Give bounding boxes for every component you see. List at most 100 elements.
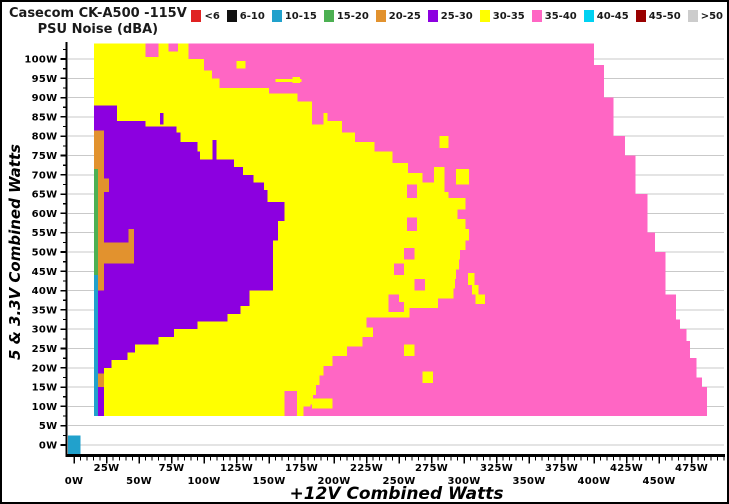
noise-cell-30-35: [439, 136, 449, 148]
chart-title-block: Casecom CK-A500 -115V PSU Noise (dBA): [9, 6, 187, 37]
noise-cell-35-40: [311, 113, 324, 125]
noise-cell-30-35: [456, 169, 470, 185]
x-tick-label: 225W: [350, 463, 383, 474]
x-tick-label: 175W: [285, 463, 318, 474]
noise-region-10-15: [94, 275, 99, 417]
legend-swatch-icon: [531, 10, 542, 22]
noise-region-25-30: [94, 352, 128, 361]
noise-region-30-35: [94, 182, 436, 193]
noise-region-30-35: [94, 356, 333, 366]
x-tick-label: 125W: [220, 463, 253, 474]
legend-item-35-40: 35-40: [531, 10, 577, 22]
noise-region-15-20: [94, 169, 99, 276]
noise-region-25-30: [94, 141, 198, 152]
legend-swatch-icon: [687, 10, 698, 22]
x-tick-label: 200W: [317, 476, 350, 487]
noise-cell-30-35: [292, 77, 301, 83]
y-tick-label: 20W: [32, 363, 58, 374]
y-tick-label: 75W: [32, 151, 58, 162]
noise-region-25-30: [94, 105, 117, 121]
x-tick-label: 375W: [545, 463, 578, 474]
noise-region-30-35: [94, 151, 393, 164]
y-tick-label: 45W: [32, 267, 58, 278]
noise-cell-35-40: [414, 279, 425, 291]
noise-cell-30-35: [236, 60, 246, 69]
legend-label: 10-15: [284, 10, 317, 22]
noise-region-30-35: [94, 288, 454, 299]
x-tick-label: 25W: [94, 463, 120, 474]
noise-region-30-35: [94, 113, 328, 121]
noise-region-25-30: [94, 174, 254, 183]
noise-region-30-35: [94, 375, 320, 386]
noise-legend: <6 6-10 10-15 15-20 20-25 25-30 30-35 35-40 40-4…: [191, 10, 723, 22]
noise-cell-origin: [68, 435, 81, 454]
noise-region-30-35: [94, 307, 410, 318]
noise-region-20-25: [98, 373, 104, 388]
noise-cell-30-35: [404, 344, 415, 357]
noise-cell-30-35: [475, 294, 485, 305]
y-tick-label: 85W: [32, 112, 58, 123]
legend-swatch-icon: [375, 10, 386, 22]
noise-region-35-40: [94, 319, 680, 330]
noise-region-25-30: [94, 201, 285, 222]
noise-region-35-40: [94, 43, 595, 65]
x-tick-label: 75W: [159, 463, 185, 474]
noise-region-30-35: [94, 43, 189, 59]
noise-region-25-30: [94, 120, 146, 127]
noise-region-30-35: [94, 259, 459, 270]
noise-region-30-35: [94, 120, 342, 133]
y-tick-label: 65W: [32, 190, 58, 201]
x-tick-label: 50W: [126, 476, 152, 487]
noise-region-30-35: [94, 93, 298, 102]
y-tick-label: 10W: [32, 402, 58, 413]
noise-region-25-30: [94, 132, 181, 142]
noise-region-20-25: [94, 130, 99, 170]
y-tick-label: 15W: [32, 383, 58, 394]
noise-region-25-30: [98, 367, 104, 417]
noise-cell-35-40: [303, 406, 312, 417]
y-tick-label: 5W: [39, 421, 58, 432]
x-tick-label: 475W: [675, 463, 708, 474]
noise-region-30-35: [94, 192, 449, 198]
noise-cell-30-35: [422, 371, 433, 384]
y-axis-line: [65, 42, 68, 457]
noise-region-25-30: [94, 167, 244, 175]
y-tick-label: 80W: [32, 132, 58, 143]
noise-region-30-35: [94, 59, 204, 71]
x-tick-label: 325W: [480, 463, 513, 474]
x-tick-label: 450W: [642, 476, 675, 487]
noise-region-30-35: [94, 228, 470, 241]
legend-item-10-15: 10-15: [271, 10, 317, 22]
noise-region-30-35: [94, 70, 212, 79]
legend-swatch-icon: [583, 10, 594, 22]
x-axis-line: [65, 454, 725, 457]
y-tick-label: 95W: [32, 74, 58, 85]
noise-region-30-35: [94, 269, 457, 280]
x-tick-label: 275W: [415, 463, 448, 474]
legend-label: <6: [204, 10, 220, 22]
legend-item-20-25: 20-25: [375, 10, 421, 22]
legend-item--6: <6: [191, 10, 220, 22]
legend-item-45-50: 45-50: [635, 10, 681, 22]
y-tick-label: 35W: [32, 305, 58, 316]
noise-cell-35-40: [404, 248, 415, 260]
legend-label: 6-10: [239, 10, 265, 22]
y-tick-label: 100W: [24, 55, 57, 66]
noise-cell-30-35: [311, 398, 333, 409]
legend-label: 15-20: [336, 10, 369, 22]
legend-swatch-icon: [271, 10, 282, 22]
noise-region-35-40: [94, 377, 702, 388]
noise-region-30-35: [94, 385, 316, 395]
noise-region-25-30: [94, 321, 198, 330]
legend-label: >50: [700, 10, 723, 22]
legend-label: 25-30: [440, 10, 473, 22]
noise-region-25-30: [94, 290, 250, 307]
y-tick-label: 70W: [32, 170, 58, 181]
noise-cell-25-30: [212, 140, 217, 160]
y-tick-label: 55W: [32, 228, 58, 239]
y-tick-label: 0W: [39, 441, 58, 452]
noise-region-30-35: [94, 279, 455, 289]
legend-item--50: >50: [687, 10, 723, 22]
noise-region-30-35: [94, 404, 311, 417]
noise-region-30-35: [94, 327, 374, 337]
